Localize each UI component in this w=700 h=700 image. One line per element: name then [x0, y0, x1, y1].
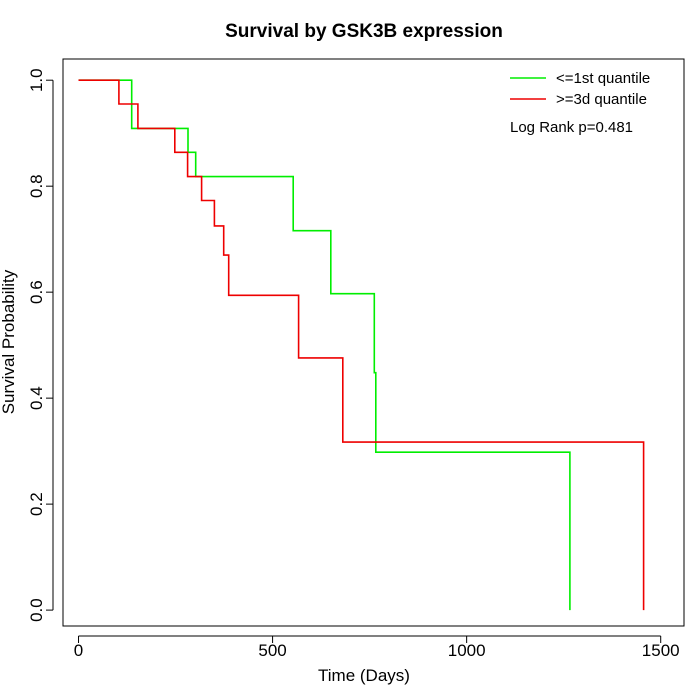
x-tick-label: 1000	[448, 641, 486, 660]
y-axis: 0.0 0.2 0.4 0.6 0.8 1.0	[27, 68, 54, 622]
y-tick-label: 0.8	[27, 174, 46, 198]
y-tick-label: 1.0	[27, 68, 46, 92]
y-tick-label: 0.2	[27, 492, 46, 516]
legend-label-3d-quantile: >=3d quantile	[556, 91, 647, 108]
y-axis-label: Survival Probability	[0, 269, 18, 414]
x-axis: 0 500 1000 1500	[74, 635, 680, 660]
legend-label-1st-quantile: <=1st quantile	[556, 70, 650, 87]
x-tick-label: 1500	[642, 641, 680, 660]
x-axis-label: Time (Days)	[318, 666, 410, 685]
series-line-3d-quantile	[78, 79, 645, 611]
y-tick-label: 0.6	[27, 280, 46, 304]
series-layer	[78, 79, 645, 611]
series-line-1st-quantile	[78, 79, 571, 611]
log-rank-annotation: Log Rank p=0.481	[510, 119, 633, 136]
x-tick-label: 500	[258, 641, 286, 660]
plot-frame	[62, 58, 685, 627]
y-tick-label: 0.0	[27, 598, 46, 622]
y-tick-label: 0.4	[27, 386, 46, 410]
chart-title: Survival by GSK3B expression	[225, 21, 503, 42]
x-tick-label: 0	[74, 641, 83, 660]
legend: <=1st quantile >=3d quantile	[510, 70, 650, 108]
